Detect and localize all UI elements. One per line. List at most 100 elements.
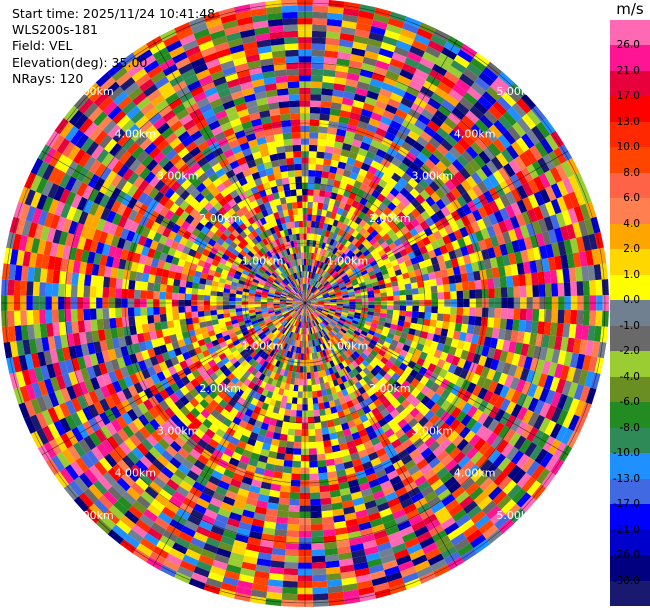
velocity-gate [324,250,330,258]
velocity-gate [260,448,270,457]
velocity-gate [275,360,281,368]
velocity-gate [217,390,227,400]
velocity-gate [432,132,445,145]
velocity-gate [448,89,464,102]
velocity-gate [307,308,310,315]
velocity-gate [189,433,201,444]
velocity-gate [202,486,215,498]
velocity-gate [326,224,333,232]
velocity-gate [545,404,557,421]
velocity-gate [545,134,559,151]
velocity-gate [512,468,527,484]
velocity-gate [305,301,312,303]
velocity-gate [551,349,561,364]
velocity-gate [343,203,352,212]
velocity-gate [384,464,396,475]
velocity-gate [325,139,335,148]
velocity-gate [315,282,321,288]
velocity-gate [352,284,360,289]
velocity-gate [168,496,183,509]
velocity-gate [384,428,395,438]
velocity-gate [418,416,429,427]
velocity-gate [58,270,67,285]
velocity-gate [418,179,429,190]
velocity-gate [435,385,446,397]
velocity-gate [483,481,498,496]
velocity-gate [392,264,401,272]
velocity-gate [1,279,9,296]
velocity-gate [385,282,393,288]
velocity-gate [425,547,441,561]
velocity-gate [521,476,537,493]
velocity-gate [398,162,410,173]
velocity-gate [330,102,342,110]
velocity-gate [519,308,527,321]
velocity-gate [438,227,448,238]
velocity-gate [350,278,358,284]
velocity-gate [333,141,344,149]
velocity-gate [407,417,419,429]
velocity-gate [83,308,91,321]
velocity-gate [143,468,157,482]
velocity-gate [472,384,483,397]
velocity-gate [332,450,342,459]
velocity-gate [388,328,397,335]
velocity-gate [501,442,514,458]
velocity-gate [410,124,424,136]
velocity-gate [310,505,322,512]
velocity-gate [350,353,358,361]
velocity-gate [340,288,348,293]
velocity-gate [492,170,505,184]
velocity-gate [307,214,312,221]
velocity-gate [309,293,315,299]
velocity-gate [406,543,423,555]
velocity-gate [358,521,372,531]
velocity-gate [518,319,526,332]
velocity-gate [481,288,489,299]
velocity-gate [303,315,305,322]
velocity-gate [310,305,317,308]
velocity-gate [487,317,495,328]
velocity-gate [461,133,475,147]
velocity-gate [590,216,601,234]
velocity-gate [268,450,278,459]
velocity-gate [463,163,476,176]
velocity-gate [308,292,313,298]
velocity-gate [351,411,360,420]
velocity-gate [387,296,394,301]
velocity-gate [307,189,314,196]
velocity-gate [308,182,315,190]
velocity-gate [321,311,328,316]
velocity-gate [320,313,326,319]
velocity-gate [449,418,461,431]
velocity-gate [218,423,229,433]
velocity-gate [220,535,235,546]
velocity-gate [391,399,401,409]
velocity-gate [344,512,357,521]
velocity-gate [222,394,232,404]
velocity-gate [343,247,351,255]
velocity-gate [557,309,565,324]
velocity-gate [449,175,461,188]
velocity-gate [405,311,413,318]
velocity-gate [600,263,609,280]
velocity-gate [470,510,486,525]
velocity-gate [470,451,484,465]
velocity-gate [330,192,338,200]
velocity-gate [557,282,565,297]
velocity-gate [300,321,303,329]
velocity-gate [409,276,418,284]
velocity-gate [551,309,559,323]
velocity-gate [327,585,343,594]
velocity-gate [216,309,224,315]
velocity-gate [497,134,511,149]
velocity-gate [222,305,230,310]
velocity-gate [385,571,403,583]
velocity-gate [392,334,401,342]
velocity-gate [335,463,345,472]
velocity-gate [457,473,471,486]
velocity-gate [294,429,302,436]
velocity-gate [392,206,402,216]
velocity-gate [358,253,366,261]
velocity-gate [339,33,355,42]
